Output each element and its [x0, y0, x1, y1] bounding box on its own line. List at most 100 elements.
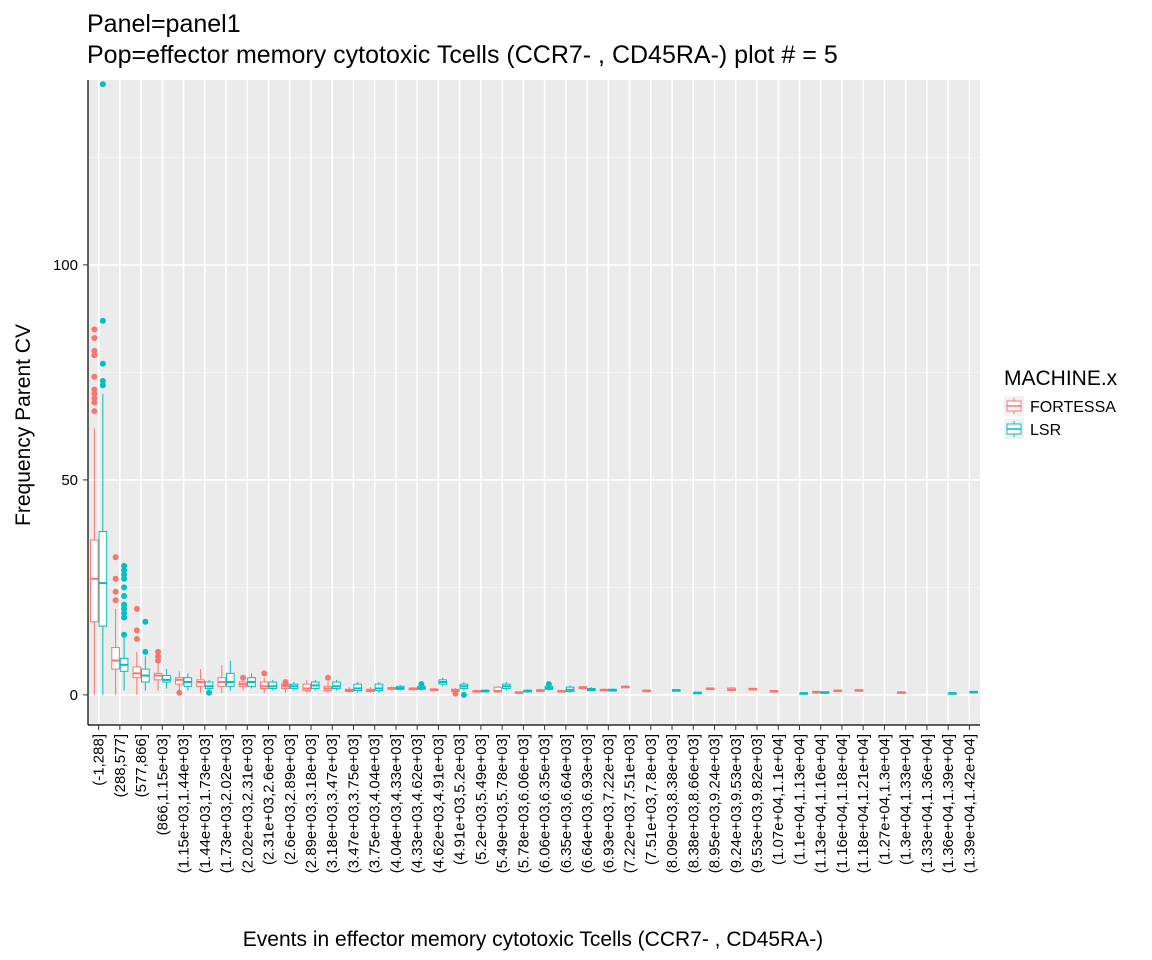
- outlier-point: [418, 681, 425, 688]
- x-tick-label: (7.51e+03,7.8e+03]: [643, 734, 660, 865]
- box-lsr: [693, 691, 702, 695]
- box-fortessa: [493, 686, 503, 693]
- outlier-point: [121, 593, 128, 599]
- plot-panel: [88, 80, 980, 725]
- x-tick-label: (1.3e+04,1.33e+04]: [898, 734, 915, 865]
- outlier-point: [155, 648, 162, 655]
- x-tick-label: (9.24e+03,9.53e+03]: [728, 734, 745, 873]
- box-lsr: [948, 692, 957, 695]
- outlier-point: [91, 390, 98, 397]
- box-fortessa: [514, 691, 524, 694]
- box-fortessa: [599, 688, 609, 692]
- box-fortessa: [472, 689, 481, 693]
- box-fortessa: [727, 687, 736, 692]
- x-tick-label: (1.16e+04,1.18e+04]: [834, 734, 851, 873]
- legend-label-lsr: LSR: [1030, 422, 1061, 439]
- x-tick-label: (1.73e+03,2.02e+03]: [218, 734, 235, 873]
- outlier-point: [176, 689, 183, 696]
- outlier-point: [121, 610, 128, 617]
- legend-title: MACHINE.x: [1004, 367, 1118, 390]
- outlier-point: [91, 408, 98, 415]
- x-tick-label: (8.09e+03,8.38e+03]: [664, 734, 681, 873]
- box-fortessa: [281, 679, 290, 693]
- box-fortessa: [451, 688, 460, 697]
- x-tick-label: (4.04e+03,4.33e+03]: [388, 734, 405, 873]
- outlier-point: [91, 395, 98, 402]
- x-tick-label: (1.39e+04,1.42e+04]: [961, 734, 978, 873]
- box-fortessa: [217, 664, 227, 693]
- box-fortessa: [387, 686, 397, 691]
- x-tick-label: (3.18e+03,3.47e+03]: [324, 734, 341, 873]
- x-tick-label: (3.75e+03,4.04e+03]: [367, 734, 384, 873]
- outlier-point: [324, 674, 331, 681]
- outlier-point: [99, 378, 106, 384]
- x-tick-label: (5.78e+03,6.06e+03]: [515, 734, 532, 873]
- outlier-point: [206, 689, 213, 696]
- box-body: [196, 679, 205, 687]
- x-tick-label: (1.33e+04,1.36e+04]: [919, 734, 936, 873]
- outlier-point: [155, 657, 162, 664]
- x-tick-label: (2.6e+03,2.89e+03]: [282, 734, 299, 865]
- box-body: [302, 683, 312, 692]
- outlier-point: [91, 399, 98, 406]
- box-lsr: [820, 691, 830, 694]
- legend-key-fortessa: FORTESSA: [1004, 396, 1116, 416]
- box-lsr: [289, 682, 299, 691]
- x-tick-label: (4.33e+03,4.62e+03]: [409, 734, 426, 873]
- box-body: [98, 531, 108, 627]
- x-tick-label: (6.64e+03,6.93e+03]: [579, 734, 596, 873]
- y-tick-label: 100: [53, 257, 78, 274]
- box-fortessa: [705, 687, 715, 691]
- legend: MACHINE.x FORTESSA LSR: [1004, 367, 1118, 439]
- box-fortessa: [429, 688, 439, 692]
- x-tick-label: (1.15e+03,1.44e+03]: [176, 734, 193, 873]
- box-fortessa: [812, 690, 821, 694]
- box-lsr: [119, 562, 129, 691]
- box-body: [90, 539, 99, 623]
- box-lsr: [671, 689, 681, 692]
- x-axis-ticks: (-1,288] (288,577] (577,866] (866,1.15e+03]…: [91, 725, 978, 873]
- x-tick-label: (6.93e+03,7.22e+03]: [600, 734, 617, 873]
- outlier-point: [91, 347, 98, 354]
- box-fortessa: [238, 674, 248, 691]
- x-tick-label: (-1,288]: [91, 734, 108, 786]
- legend-label-fortessa: FORTESSA: [1030, 399, 1116, 416]
- x-tick-label: (6.35e+03,6.64e+03]: [558, 734, 575, 873]
- chart-title: Panel=panel1: [87, 10, 241, 38]
- box-body: [332, 681, 341, 689]
- x-tick-label: (2.31e+03,2.6e+03]: [261, 734, 278, 865]
- outlier-point: [121, 567, 128, 574]
- box-fortessa: [323, 674, 333, 693]
- outlier-point: [261, 670, 268, 677]
- box-body: [268, 681, 278, 689]
- x-tick-label: (1.27e+04,1.3e+04]: [876, 734, 893, 865]
- box-body: [153, 672, 163, 681]
- x-tick-label: (5.2e+03,5.49e+03]: [473, 734, 490, 865]
- outlier-point: [112, 554, 119, 561]
- box-body: [111, 647, 120, 670]
- outlier-point: [112, 597, 119, 604]
- box-lsr: [417, 681, 426, 691]
- x-tick-label: (2.89e+03,3.18e+03]: [303, 734, 320, 873]
- box-lsr: [502, 682, 511, 691]
- x-tick-label: (5.49e+03,5.78e+03]: [494, 734, 511, 873]
- outlier-point: [121, 631, 128, 638]
- outlier-point: [142, 618, 149, 625]
- box-fortessa: [153, 648, 163, 691]
- box-lsr: [608, 688, 617, 692]
- box-fortessa: [578, 685, 588, 690]
- outlier-point: [121, 584, 128, 591]
- outlier-point: [121, 575, 128, 582]
- box-fortessa: [897, 691, 906, 694]
- box-fortessa: [132, 605, 142, 695]
- box-lsr: [480, 689, 490, 693]
- box-fortessa: [833, 689, 843, 693]
- outlier-point: [99, 317, 106, 324]
- outlier-point: [452, 690, 459, 697]
- box-body: [175, 677, 184, 685]
- x-tick-label: (1.44e+03,1.73e+03]: [197, 734, 214, 873]
- box-lsr: [268, 679, 278, 691]
- box-fortessa: [90, 326, 99, 695]
- outlier-point: [91, 386, 98, 393]
- legend-keys: FORTESSA LSR: [1004, 396, 1116, 439]
